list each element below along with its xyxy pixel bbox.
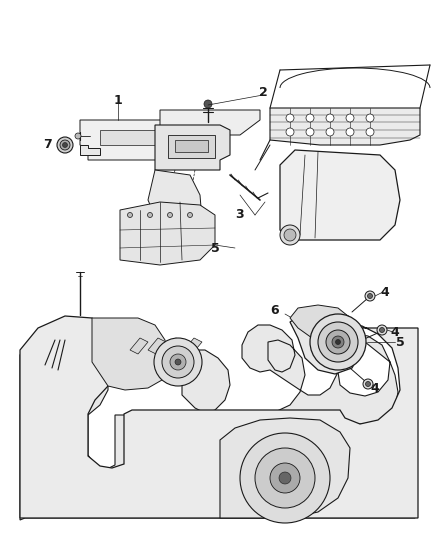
- Polygon shape: [92, 318, 168, 390]
- Circle shape: [270, 463, 300, 493]
- Polygon shape: [130, 338, 148, 354]
- Polygon shape: [290, 305, 352, 342]
- Circle shape: [63, 142, 67, 148]
- Polygon shape: [175, 140, 208, 152]
- Circle shape: [367, 294, 372, 298]
- Circle shape: [255, 448, 315, 508]
- Circle shape: [148, 213, 152, 217]
- Circle shape: [366, 128, 374, 136]
- Circle shape: [279, 472, 291, 484]
- Circle shape: [377, 325, 387, 335]
- Circle shape: [326, 330, 350, 354]
- Polygon shape: [80, 120, 220, 160]
- Polygon shape: [160, 110, 260, 135]
- Circle shape: [366, 114, 374, 122]
- Circle shape: [204, 100, 212, 108]
- Circle shape: [310, 314, 366, 370]
- Polygon shape: [148, 338, 166, 354]
- Circle shape: [326, 128, 334, 136]
- Circle shape: [127, 213, 133, 217]
- Text: 4: 4: [381, 286, 389, 298]
- Circle shape: [167, 213, 173, 217]
- Circle shape: [365, 382, 371, 386]
- Polygon shape: [120, 202, 215, 265]
- Ellipse shape: [326, 182, 344, 217]
- Text: 7: 7: [44, 139, 53, 151]
- Polygon shape: [168, 135, 215, 158]
- Circle shape: [346, 128, 354, 136]
- Circle shape: [187, 213, 192, 217]
- Text: 4: 4: [391, 326, 399, 338]
- Circle shape: [286, 128, 294, 136]
- Circle shape: [57, 137, 73, 153]
- Circle shape: [346, 114, 354, 122]
- Circle shape: [240, 433, 330, 523]
- Text: 5: 5: [211, 241, 219, 254]
- Polygon shape: [20, 325, 415, 520]
- Circle shape: [284, 229, 296, 241]
- Circle shape: [157, 200, 193, 236]
- Text: 3: 3: [236, 208, 244, 222]
- Circle shape: [332, 336, 344, 348]
- Polygon shape: [20, 316, 418, 518]
- Circle shape: [365, 291, 375, 301]
- Circle shape: [379, 327, 385, 333]
- Polygon shape: [155, 125, 230, 170]
- Polygon shape: [166, 338, 184, 354]
- Circle shape: [75, 133, 81, 139]
- Circle shape: [318, 322, 358, 362]
- Polygon shape: [280, 150, 400, 240]
- Text: 2: 2: [258, 85, 267, 99]
- Text: 1: 1: [113, 93, 122, 107]
- Polygon shape: [80, 145, 100, 155]
- Circle shape: [162, 346, 194, 378]
- Circle shape: [170, 354, 186, 370]
- Circle shape: [154, 338, 202, 386]
- Circle shape: [147, 190, 203, 246]
- Circle shape: [280, 225, 300, 245]
- Circle shape: [60, 140, 70, 150]
- Circle shape: [167, 210, 183, 226]
- Text: 6: 6: [271, 303, 279, 317]
- Polygon shape: [148, 170, 202, 232]
- Circle shape: [286, 114, 294, 122]
- Polygon shape: [100, 130, 200, 145]
- Polygon shape: [270, 108, 420, 145]
- Circle shape: [175, 359, 181, 365]
- Polygon shape: [290, 310, 362, 374]
- Circle shape: [326, 114, 334, 122]
- Text: 4: 4: [371, 382, 379, 394]
- Text: 5: 5: [396, 335, 404, 349]
- Polygon shape: [220, 418, 350, 518]
- Circle shape: [306, 114, 314, 122]
- Polygon shape: [184, 338, 202, 354]
- Circle shape: [336, 340, 340, 344]
- Circle shape: [306, 128, 314, 136]
- Circle shape: [172, 215, 178, 221]
- Circle shape: [363, 379, 373, 389]
